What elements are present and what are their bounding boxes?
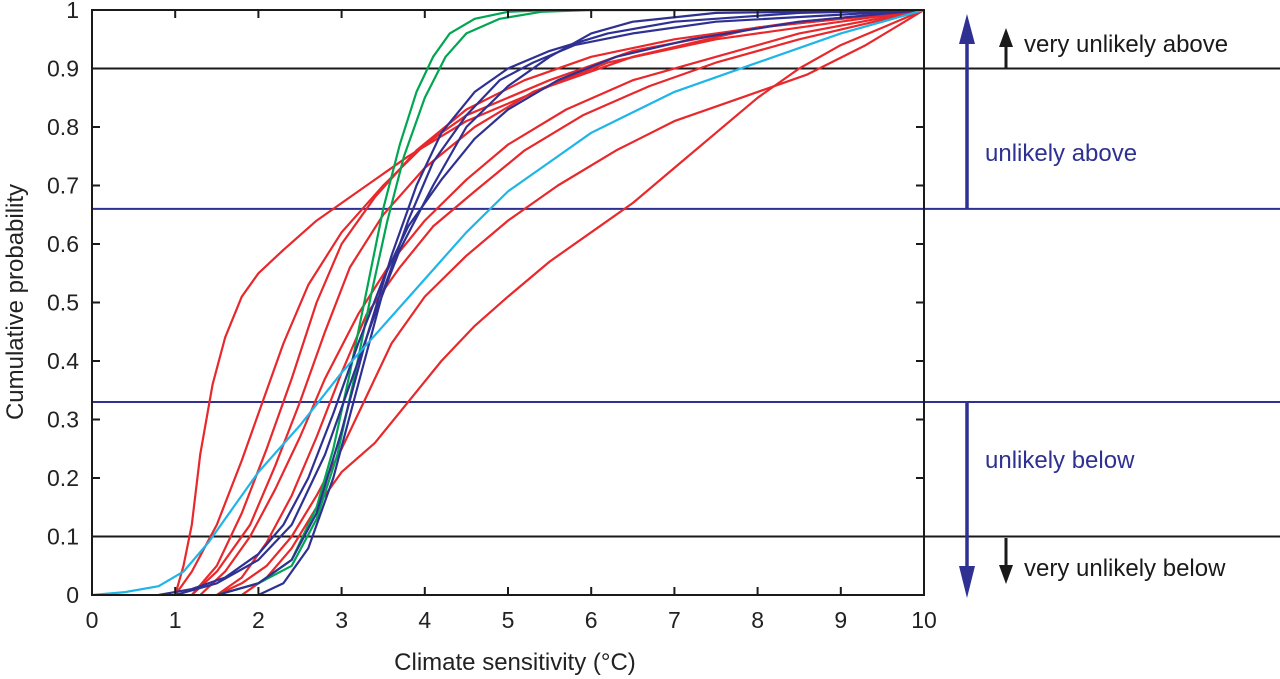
y-tick-label: 0.3 bbox=[47, 407, 79, 433]
series-line-14 bbox=[92, 10, 924, 595]
series-line-1 bbox=[174, 10, 924, 595]
series-line-12 bbox=[257, 10, 924, 595]
series-line-11 bbox=[215, 10, 924, 595]
annotation-very-unlikely-below: very unlikely below bbox=[1024, 555, 1226, 582]
y-tick-label: 0.7 bbox=[47, 173, 79, 199]
series-line-13 bbox=[174, 10, 924, 595]
x-tick-label: 1 bbox=[169, 607, 182, 633]
very-unlikely-above-arrow-head bbox=[999, 28, 1013, 47]
x-tick-label: 6 bbox=[585, 607, 598, 633]
x-tick-label: 7 bbox=[668, 607, 681, 633]
series-line-7 bbox=[190, 10, 924, 595]
series-line-4 bbox=[215, 10, 924, 595]
series-line-2 bbox=[190, 10, 924, 595]
series-line-5 bbox=[215, 10, 924, 595]
x-axis-label: Climate sensitivity (°C) bbox=[394, 649, 636, 676]
y-tick-label: 1 bbox=[66, 0, 79, 23]
series-line-0 bbox=[174, 10, 924, 595]
y-tick-label: 0.2 bbox=[47, 465, 79, 491]
y-tick-label: 0 bbox=[66, 582, 79, 608]
x-tick-label: 3 bbox=[335, 607, 348, 633]
y-tick-label: 0.4 bbox=[47, 348, 79, 374]
annotation-unlikely-below: unlikely below bbox=[985, 447, 1135, 474]
y-tick-label: 0.5 bbox=[47, 290, 79, 316]
very-unlikely-below-arrow-head bbox=[999, 565, 1013, 584]
series-line-9 bbox=[215, 10, 924, 595]
series-line-6 bbox=[240, 10, 924, 595]
series-line-3 bbox=[199, 10, 924, 595]
series-line-8 bbox=[215, 10, 924, 595]
x-tick-label: 4 bbox=[418, 607, 431, 633]
x-tick-label: 0 bbox=[86, 607, 99, 633]
y-axis-label: Cumulative probability bbox=[2, 184, 29, 420]
x-tick-label: 8 bbox=[751, 607, 764, 633]
x-tick-label: 10 bbox=[911, 607, 937, 633]
unlikely-below-arrow-head bbox=[959, 566, 975, 598]
y-tick-label: 0.8 bbox=[47, 114, 79, 140]
y-tick-label: 0.6 bbox=[47, 231, 79, 257]
series-line-10 bbox=[157, 10, 924, 595]
unlikely-above-arrow-head bbox=[959, 14, 975, 44]
annotation-very-unlikely-above: very unlikely above bbox=[1024, 31, 1228, 58]
annotation-arrows bbox=[959, 14, 1013, 598]
x-tick-label: 9 bbox=[834, 607, 847, 633]
x-tick-label: 5 bbox=[502, 607, 515, 633]
reference-lines bbox=[92, 67, 1280, 538]
series-lines bbox=[92, 10, 924, 595]
axis-ticks: 0 1 2 3 4 5 6 7 8 9 10 0 0.1 0.2 0.3 0.4 0.5 0.6 0.7 0.8 0.9… bbox=[47, 0, 937, 633]
annotation-unlikely-above: unlikely above bbox=[985, 140, 1137, 167]
y-tick-label: 0.1 bbox=[47, 524, 79, 550]
x-tick-label: 2 bbox=[252, 607, 265, 633]
y-tick-label: 0.9 bbox=[47, 56, 79, 82]
